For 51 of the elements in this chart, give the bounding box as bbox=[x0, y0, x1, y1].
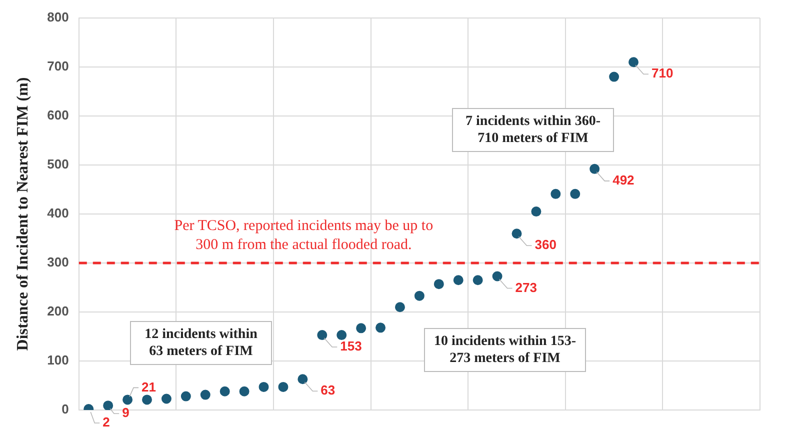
y-axis-title: Distance of Incident to Nearest FIM (m) bbox=[14, 77, 32, 351]
point bbox=[394, 302, 405, 312]
annotation: 7 incidents within 360-710 meters of FIM bbox=[452, 108, 614, 152]
annotation: 12 incidents within 63 meters of FIM bbox=[130, 321, 272, 365]
point bbox=[220, 386, 230, 396]
point bbox=[434, 279, 444, 290]
point bbox=[180, 391, 191, 402]
y-tick-label: 100 bbox=[47, 352, 69, 368]
y-tick-label: 200 bbox=[47, 304, 69, 319]
point bbox=[122, 394, 133, 405]
point bbox=[570, 188, 580, 199]
data-label: 9 bbox=[122, 405, 130, 420]
point bbox=[103, 400, 114, 410]
point bbox=[414, 290, 424, 301]
point bbox=[453, 275, 464, 286]
point bbox=[356, 323, 366, 334]
data-label: 360 bbox=[534, 237, 556, 252]
point bbox=[376, 322, 386, 333]
y-tick-label: 300 bbox=[47, 254, 69, 270]
data-label: 63 bbox=[320, 382, 336, 398]
ref-line-label: Per TCSO, reported incidents may be up to 300 m from the actual flooded road. bbox=[174, 218, 434, 253]
data-label: 21 bbox=[142, 379, 156, 394]
point bbox=[258, 382, 269, 392]
y-tick-label: 600 bbox=[47, 108, 69, 123]
data-label: 710 bbox=[652, 66, 674, 81]
point bbox=[512, 228, 522, 239]
point bbox=[161, 394, 172, 404]
point bbox=[628, 57, 639, 68]
point bbox=[298, 374, 308, 384]
point bbox=[550, 188, 561, 199]
point bbox=[239, 386, 250, 396]
point bbox=[609, 72, 620, 82]
y-tick-label: 700 bbox=[47, 58, 69, 74]
data-label: 492 bbox=[612, 172, 634, 188]
point bbox=[336, 330, 347, 340]
point bbox=[531, 206, 542, 217]
annotation: 10 incidents within 153-273 meters of FIM bbox=[424, 328, 586, 372]
point bbox=[278, 382, 288, 392]
data-label: 153 bbox=[340, 338, 362, 354]
point bbox=[472, 275, 483, 286]
y-tick-label: 0 bbox=[62, 402, 69, 417]
y-tick-label: 500 bbox=[47, 156, 69, 172]
y-tick-label: 400 bbox=[47, 206, 69, 221]
data-label: 273 bbox=[515, 280, 537, 295]
point bbox=[200, 390, 210, 400]
point bbox=[492, 271, 502, 282]
y-tick-label: 800 bbox=[47, 10, 69, 25]
point bbox=[590, 164, 600, 174]
point bbox=[317, 330, 328, 340]
point bbox=[142, 394, 152, 405]
data-label: 2 bbox=[102, 414, 110, 430]
